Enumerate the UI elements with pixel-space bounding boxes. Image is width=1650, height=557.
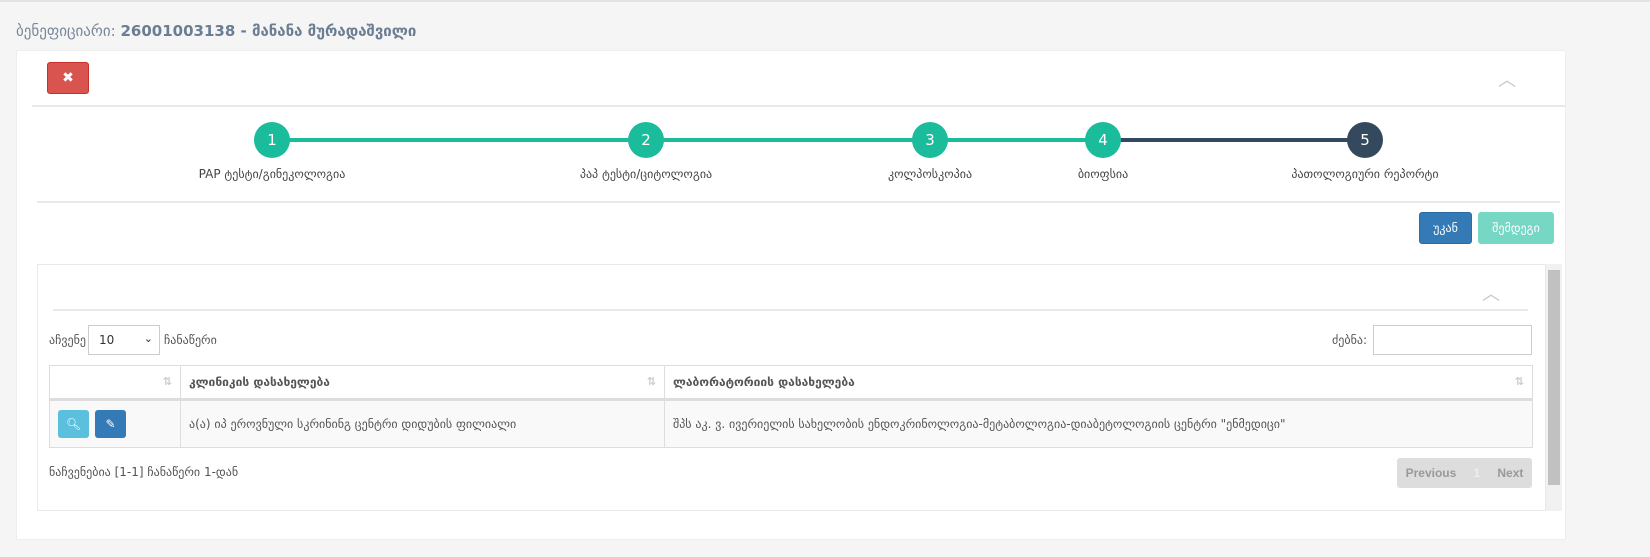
clinic-cell: ა(ა) იპ ეროვნული სკრინინგ ცენტრი დიდუბის… [180,399,665,448]
beneficiary-label: ბენეფიციარი: [16,22,116,40]
clinic-header[interactable]: კლინიკის დასახელება ⇅ [180,365,665,401]
step-4-label: ბიოფსია [1077,167,1129,181]
lab-cell: შპს აკ. ვ. ივერიელის სახელობის ენდოკრინო… [664,399,1533,448]
clinic-header-label: კლინიკის დასახელება [189,375,330,389]
step-3-label: კოლპოსკოპია [887,167,973,181]
step-2-label: პაპ ტესტი/ციტოლოგია [579,167,713,181]
table-header-row: ⇅ კლინიკის დასახელება ⇅ ლაბორატორიის დასა… [49,365,1533,401]
collapse-chevron-up-icon[interactable]: ︿ [1482,284,1500,305]
scrollbar-thumb[interactable] [1548,270,1560,485]
times-icon: ✖ [62,70,74,86]
sort-icon: ⇅ [1514,375,1524,388]
table-row: 🔍︎ ✎ ა(ა) იპ ეროვნული სკრინინგ ცენტრი დიდ… [49,399,1533,448]
progress-line-pending [1103,138,1365,142]
table-info: ნაჩვენებია [1-1] ჩანაწერი 1-დან [49,465,239,479]
beneficiary-title: ბენეფიციარი: 26001003138 - მანანა მურადა… [16,22,416,40]
search-icon: 🔍︎ [65,417,82,431]
step-2[interactable]: 2 [628,122,664,158]
records-label: ჩანაწერი [164,333,217,347]
actions-cell: 🔍︎ ✎ [49,399,181,448]
edit-icon: ✎ [105,417,116,431]
lab-header-label: ლაბორატორიის დასახელება [673,375,855,389]
close-button[interactable]: ✖ [47,62,89,94]
actions-header[interactable]: ⇅ [49,365,181,401]
step-5[interactable]: 5 [1347,122,1383,158]
page-length-select[interactable]: 10 ⌄ [88,325,160,355]
back-button[interactable]: უკან [1419,212,1472,244]
sort-icon: ⇅ [162,375,172,388]
divider [32,105,1566,107]
step-4[interactable]: 4 [1085,122,1121,158]
lab-header[interactable]: ლაბორატორიის დასახელება ⇅ [664,365,1533,401]
page-length-value: 10 [99,333,115,347]
search-label: ძებნა: [1332,333,1367,347]
page-1-button[interactable]: 1 [1473,466,1481,480]
search-input[interactable] [1373,325,1532,355]
divider [37,201,1560,203]
progress-line-done [272,138,1103,142]
pagination: Previous 1 Next [1397,458,1532,488]
next-page-button[interactable]: Next [1497,466,1524,480]
previous-button[interactable]: Previous [1405,466,1457,480]
records-table: ⇅ კლინიკის დასახელება ⇅ ლაბორატორიის დასა… [49,365,1533,448]
show-label: აჩვენე [49,333,86,347]
collapse-chevron-up-icon[interactable]: ︿ [1498,70,1516,91]
step-3[interactable]: 3 [912,122,948,158]
step-5-label: პათოლოგიური რეპორტი [1291,167,1439,181]
beneficiary-value: 26001003138 - მანანა მურადაშვილი [120,22,417,40]
next-button[interactable]: შემდეგი [1478,212,1554,244]
divider [53,309,1528,311]
step-1[interactable]: 1 [254,122,290,158]
view-button[interactable]: 🔍︎ [58,410,89,438]
sort-icon: ⇅ [646,375,656,388]
step-1-label: PAP ტესტი/გინეკოლოგია [198,167,346,181]
chevron-down-icon: ⌄ [143,332,153,345]
edit-button[interactable]: ✎ [95,410,126,438]
